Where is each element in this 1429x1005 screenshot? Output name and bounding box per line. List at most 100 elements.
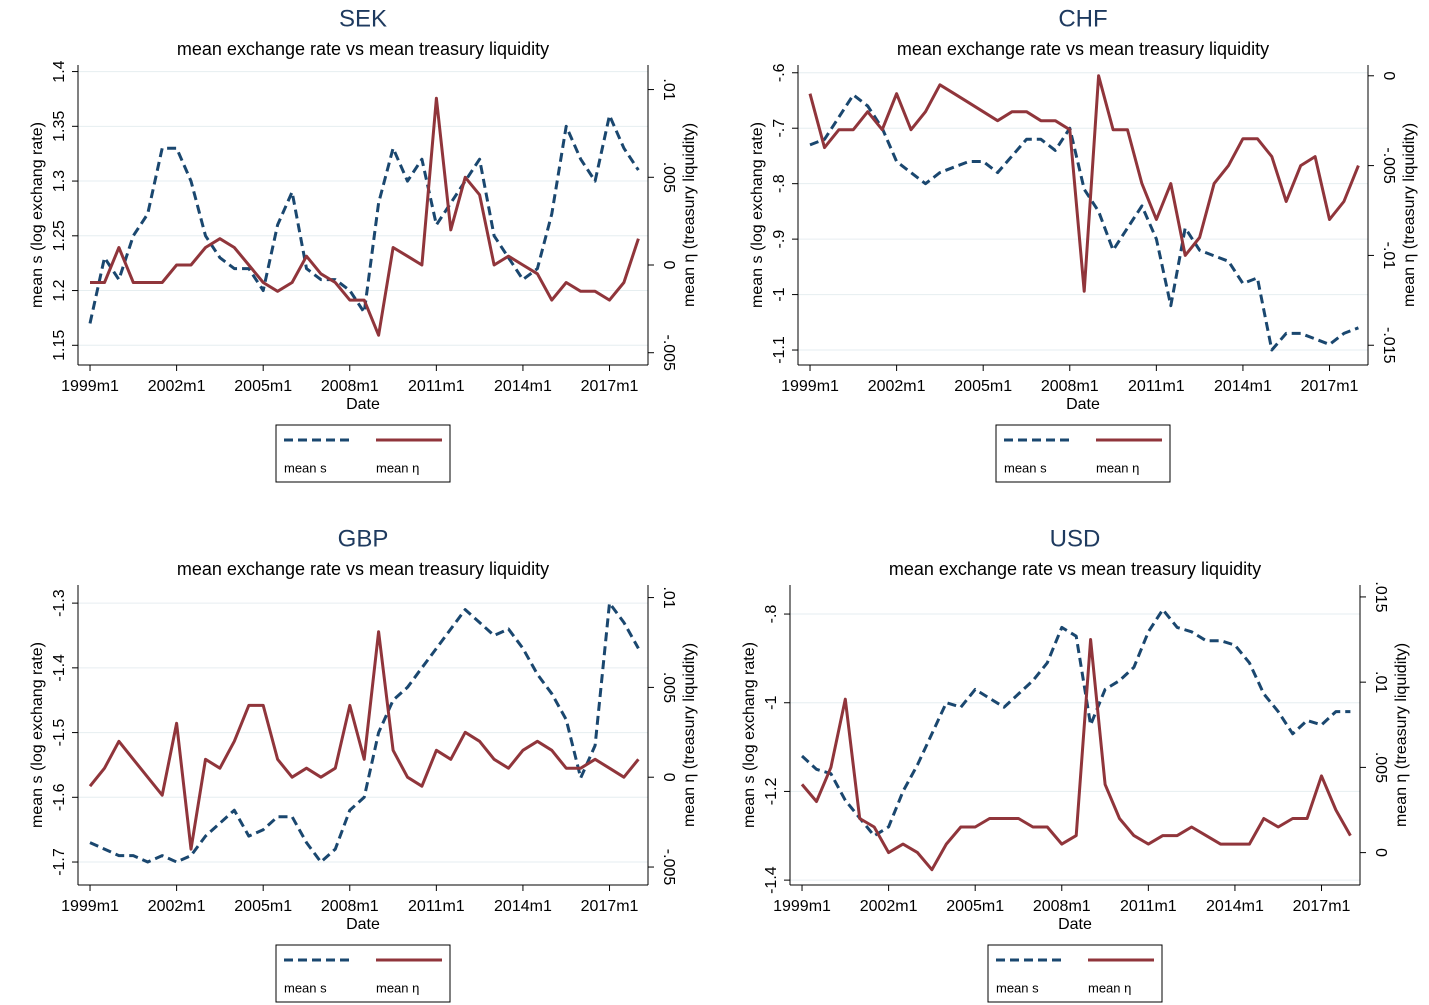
x-axis-title: Date <box>346 396 380 413</box>
x-tick-label: 2017m1 <box>1293 898 1351 915</box>
legend-label: mean η <box>1088 980 1131 995</box>
y-tick-label: -1.4 <box>51 654 68 682</box>
y-tick-label: -1.4 <box>763 866 780 894</box>
x-tick-label: 1999m1 <box>773 898 831 915</box>
y-axis-title: mean s (log exchang rate) <box>29 122 46 308</box>
y-tick-label: -.9 <box>771 230 788 249</box>
y-tick-label: -1 <box>771 287 788 301</box>
subtitle: mean exchange rate vs mean treasury liqu… <box>897 39 1269 59</box>
legend-label: mean s <box>284 980 327 995</box>
y2-tick-label: .005 <box>1372 752 1389 783</box>
x-tick-label: 2002m1 <box>148 378 206 395</box>
y2-axis-title: mean η (treasury liquidity) <box>1393 643 1410 827</box>
x-tick-label: 1999m1 <box>61 898 119 915</box>
x-tick-label: 2005m1 <box>234 898 292 915</box>
x-tick-label: 2008m1 <box>1041 378 1099 395</box>
legend-label: mean η <box>1096 460 1139 475</box>
x-tick-label: 2008m1 <box>321 898 379 915</box>
x-tick-label: 1999m1 <box>781 378 839 395</box>
y-tick-label: -.6 <box>771 63 788 82</box>
legend-label: mean s <box>996 980 1039 995</box>
y-tick-label: -1.1 <box>771 336 788 364</box>
y-tick-label: 1.3 <box>51 170 68 192</box>
x-tick-label: 2002m1 <box>148 898 206 915</box>
y-tick-label: 1.4 <box>51 60 68 82</box>
y2-tick-label: 0 <box>660 261 677 270</box>
y-axis-title: mean s (log exchang rate) <box>741 642 758 828</box>
chart-panel: SEK mean exchange rate vs mean treasury l… <box>29 5 698 483</box>
y-tick-label: -1.7 <box>51 848 68 876</box>
legend-label: mean s <box>284 460 327 475</box>
series-line <box>88 630 640 851</box>
series-line <box>90 96 640 337</box>
x-tick-label: 2014m1 <box>494 898 552 915</box>
y-tick-label: -1.3 <box>51 589 68 617</box>
x-tick-label: 2017m1 <box>581 378 639 395</box>
x-tick-label: 2011m1 <box>408 378 465 395</box>
y-tick-label: -.8 <box>771 174 788 193</box>
y-tick-label: -.8 <box>763 605 780 624</box>
x-tick-label: 2011m1 <box>408 898 465 915</box>
series-line <box>88 113 640 324</box>
x-tick-label: 2014m1 <box>1206 898 1264 915</box>
title: SEK <box>339 5 387 32</box>
y2-tick-label: 0 <box>1372 848 1389 857</box>
x-tick-label: 2005m1 <box>234 378 292 395</box>
y2-axis-title: mean η (treasury liquidity) <box>681 643 698 827</box>
x-tick-label: 2002m1 <box>860 898 918 915</box>
chart-panel: USD mean exchange rate vs mean treasury l… <box>741 525 1410 1003</box>
y2-tick-label: -.005 <box>660 334 677 371</box>
y-tick-label: 1.25 <box>51 220 68 251</box>
x-tick-label: 1999m1 <box>61 378 119 395</box>
chart-panel: CHF mean exchange rate vs mean treasury l… <box>749 5 1418 483</box>
y-tick-label: -1.6 <box>51 783 68 811</box>
x-tick-label: 2014m1 <box>494 378 552 395</box>
subtitle: mean exchange rate vs mean treasury liqu… <box>177 39 549 59</box>
x-axis-title: Date <box>346 916 380 933</box>
subtitle: mean exchange rate vs mean treasury liqu… <box>889 559 1261 579</box>
legend-box <box>275 944 451 1003</box>
chart-panel: GBP mean exchange rate vs mean treasury l… <box>29 525 698 1003</box>
x-tick-label: 2017m1 <box>1301 378 1359 395</box>
y2-tick-label: -.005 <box>1380 147 1397 184</box>
subtitle: mean exchange rate vs mean treasury liqu… <box>177 559 549 579</box>
x-tick-label: 2017m1 <box>581 898 639 915</box>
x-tick-label: 2008m1 <box>1033 898 1091 915</box>
series-line <box>808 74 1360 293</box>
x-tick-label: 2005m1 <box>946 898 1004 915</box>
title: GBP <box>338 525 389 552</box>
series-line <box>800 638 1352 872</box>
y-tick-label: 1.2 <box>51 279 68 301</box>
y2-tick-label: .005 <box>660 672 677 703</box>
y2-axis-title: mean η (treasury liquidity) <box>1401 123 1418 307</box>
y-tick-label: -1.2 <box>763 778 780 806</box>
legend-box <box>987 944 1163 1003</box>
y2-tick-label: -.015 <box>1380 327 1397 364</box>
y2-axis-title: mean η (treasury liquidity) <box>681 123 698 307</box>
y2-tick-label: .01 <box>660 78 677 100</box>
y2-tick-label: .015 <box>1372 581 1389 612</box>
y2-tick-label: .01 <box>660 586 677 608</box>
y-axis-title: mean s (log exchang rate) <box>29 642 46 828</box>
series-line <box>89 601 640 864</box>
legend-label: mean η <box>376 980 419 995</box>
y2-tick-label: .005 <box>660 162 677 193</box>
y2-tick-label: -.01 <box>1380 242 1397 270</box>
x-axis-title: Date <box>1066 396 1100 413</box>
legend-box <box>995 424 1171 483</box>
title: CHF <box>1058 5 1107 32</box>
x-tick-label: 2011m1 <box>1120 898 1177 915</box>
y-tick-label: -.7 <box>771 119 788 138</box>
x-axis-title: Date <box>1058 916 1092 933</box>
y-tick-label: 1.35 <box>51 111 68 142</box>
x-tick-label: 2005m1 <box>954 378 1012 395</box>
legend-label: mean s <box>1004 460 1047 475</box>
y-tick-label: -1.5 <box>51 719 68 747</box>
legend-label: mean η <box>376 460 419 475</box>
y-tick-label: 1.15 <box>51 330 68 361</box>
x-tick-label: 2008m1 <box>321 378 379 395</box>
y2-tick-label: 0 <box>660 773 677 782</box>
title: USD <box>1050 525 1101 552</box>
y-axis-title: mean s (log exchang rate) <box>749 122 766 308</box>
